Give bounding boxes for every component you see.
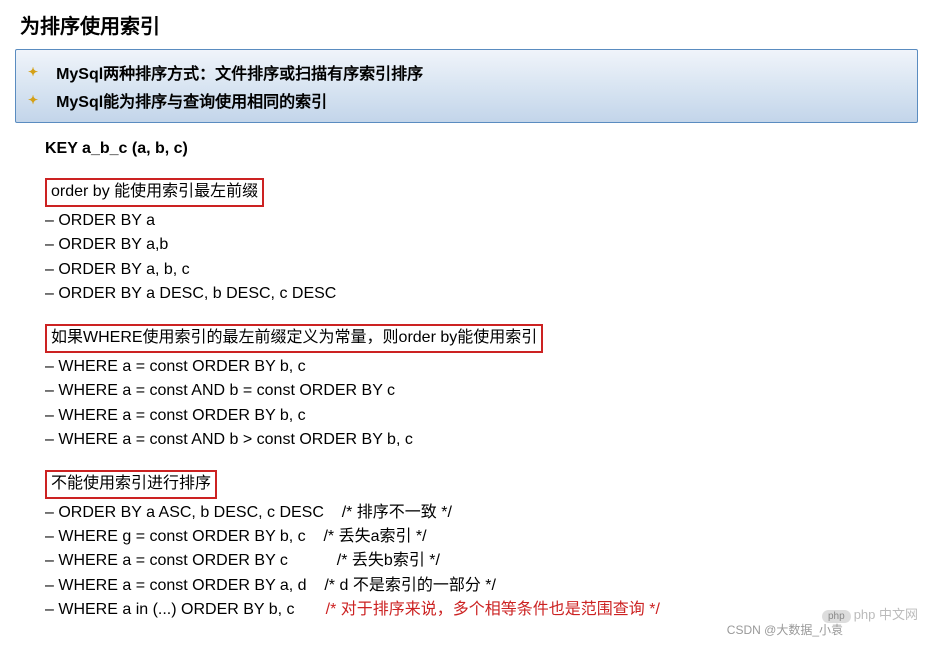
list-item: – ORDER BY a bbox=[45, 209, 918, 233]
list-item: – WHERE a = const AND b = const ORDER BY… bbox=[45, 379, 918, 403]
key-definition: KEY a_b_c (a, b, c) bbox=[45, 138, 918, 160]
list-item: – ORDER BY a, b, c bbox=[45, 258, 918, 282]
list-item: – ORDER BY a ASC, b DESC, c DESC /* 排序不一… bbox=[45, 501, 918, 525]
section-3: 不能使用索引进行排序 – ORDER BY a ASC, b DESC, c D… bbox=[45, 470, 918, 622]
page-title: 为排序使用索引 bbox=[20, 10, 918, 39]
item-text: – ORDER BY a ASC, b DESC, c DESC bbox=[45, 504, 324, 521]
list-item: – WHERE a = const ORDER BY a, d /* d 不是索… bbox=[45, 574, 918, 598]
list-item: – WHERE a in (...) ORDER BY b, c /* 对于排序… bbox=[45, 598, 918, 622]
list-item: – WHERE a = const AND b > const ORDER BY… bbox=[45, 428, 918, 452]
header-line-2: ✦ MySql能为排序与查询使用相同的索引 bbox=[28, 86, 905, 114]
item-comment: /* 对于排序来说，多个相等条件也是范围查询 */ bbox=[326, 599, 660, 621]
item-comment: /* 丢失b索引 */ bbox=[337, 550, 440, 572]
section-2: 如果WHERE使用索引的最左前缀定义为常量，则order by能使用索引 – W… bbox=[45, 324, 918, 452]
section-3-header: 不能使用索引进行排序 bbox=[45, 470, 217, 498]
list-item: – WHERE g = const ORDER BY b, c /* 丢失a索引… bbox=[45, 525, 918, 549]
bullet-icon: ✦ bbox=[28, 65, 38, 79]
content-area: KEY a_b_c (a, b, c) order by 能使用索引最左前缀 –… bbox=[45, 138, 918, 623]
header-text-1: MySql两种排序方式：文件排序或扫描有序索引排序 bbox=[56, 60, 423, 84]
list-item: – WHERE a = const ORDER BY b, c bbox=[45, 355, 918, 379]
list-item: – ORDER BY a,b bbox=[45, 233, 918, 257]
item-comment: /* 丢失a索引 */ bbox=[323, 526, 426, 548]
list-item: – WHERE a = const ORDER BY c /* 丢失b索引 */ bbox=[45, 549, 918, 573]
header-box: ✦ MySql两种排序方式：文件排序或扫描有序索引排序 ✦ MySql能为排序与… bbox=[15, 49, 918, 123]
item-text: – WHERE g = const ORDER BY b, c bbox=[45, 528, 306, 545]
item-comment: /* d 不是索引的一部分 */ bbox=[324, 575, 496, 597]
list-item: – ORDER BY a DESC, b DESC, c DESC bbox=[45, 282, 918, 306]
watermark-csdn: CSDN @大数据_小袁 bbox=[727, 621, 843, 638]
item-text: – WHERE a in (...) ORDER BY b, c bbox=[45, 601, 295, 618]
header-text-2: MySql能为排序与查询使用相同的索引 bbox=[56, 88, 327, 112]
header-line-1: ✦ MySql两种排序方式：文件排序或扫描有序索引排序 bbox=[28, 58, 905, 86]
watermark-text: php 中文网 bbox=[854, 607, 918, 622]
section-1: order by 能使用索引最左前缀 – ORDER BY a – ORDER … bbox=[45, 178, 918, 306]
list-item: – WHERE a = const ORDER BY b, c bbox=[45, 404, 918, 428]
bullet-icon: ✦ bbox=[28, 93, 38, 107]
section-1-header: order by 能使用索引最左前缀 bbox=[45, 178, 264, 206]
item-text: – WHERE a = const ORDER BY c bbox=[45, 552, 288, 569]
section-2-header: 如果WHERE使用索引的最左前缀定义为常量，则order by能使用索引 bbox=[45, 324, 543, 352]
item-text: – WHERE a = const ORDER BY a, d bbox=[45, 577, 307, 594]
item-comment: /* 排序不一致 */ bbox=[342, 502, 452, 524]
